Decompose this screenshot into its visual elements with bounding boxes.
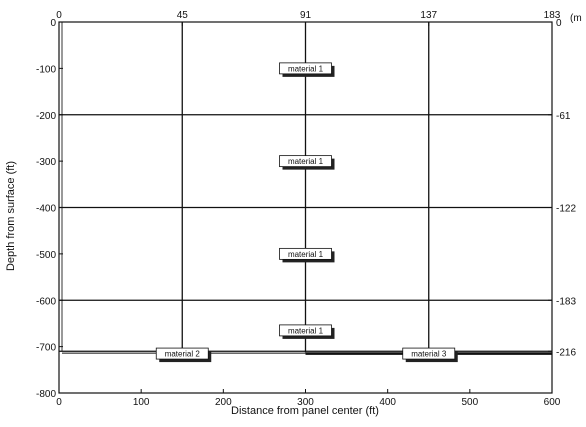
label-box [279,247,332,260]
tick-label: -300 [36,157,56,168]
tick-label: 200 [215,397,232,408]
material-label: material 1 [279,324,335,339]
tick-label: -183 [556,296,576,307]
tick-label: 0 [556,18,562,29]
tick-label: -100 [36,64,56,75]
tick-label: 45 [177,10,189,21]
material-text: material 1 [288,326,324,335]
tick-label: 600 [544,397,561,408]
tick-label: -61 [556,111,571,122]
tick-label: -400 [36,204,56,215]
right-unit-label: (m [570,13,582,24]
label-box [279,324,332,337]
tick-label: 400 [379,397,396,408]
tick-label: 300 [297,397,314,408]
material-text: material 2 [165,350,201,359]
bottom-axis: 0 100 200 300 400 500 600 [56,389,561,408]
tick-label: 91 [300,10,312,21]
tick-label: -500 [36,250,56,261]
label-box [402,347,456,360]
right-axis: 0 -61 -122 -183 -216 [548,18,576,358]
material-label: material 1 [279,62,335,77]
label-box [279,62,332,75]
material-labels: material 1 material 1 material 1 material 1… [155,62,458,363]
material-label: material 1 [279,247,335,263]
tick-label: 0 [56,10,62,21]
material-label: material 2 [155,347,212,363]
tick-label: 100 [133,397,150,408]
tick-label: 0 [56,397,62,408]
label-box [155,347,209,360]
tick-label: -216 [556,347,576,358]
material-text: material 1 [288,250,324,259]
x-axis-title: Distance from panel center (ft) [231,405,379,417]
left-axis: 0 -100 -200 -300 -400 -500 -600 -700 -800 [36,18,63,400]
tick-label: 183 [544,10,561,21]
material-text: material 1 [288,64,324,73]
material-label: material 3 [402,347,458,363]
mesh-lines [59,22,552,355]
tick-label: -122 [556,204,576,215]
tick-label: 137 [420,10,437,21]
material-label: material 1 [279,155,335,170]
tick-label: -200 [36,111,56,122]
label-box [279,155,332,168]
material-text: material 3 [411,350,447,359]
tick-label: 0 [50,18,56,29]
tick-label: -800 [36,389,56,400]
tick-label: 500 [461,397,478,408]
top-axis: 0 45 91 137 183 [56,10,561,26]
tick-label: -600 [36,296,56,307]
material-text: material 1 [288,157,324,166]
tick-label: -700 [36,343,56,354]
y-axis-title: Depth from surface (ft) [5,161,17,271]
